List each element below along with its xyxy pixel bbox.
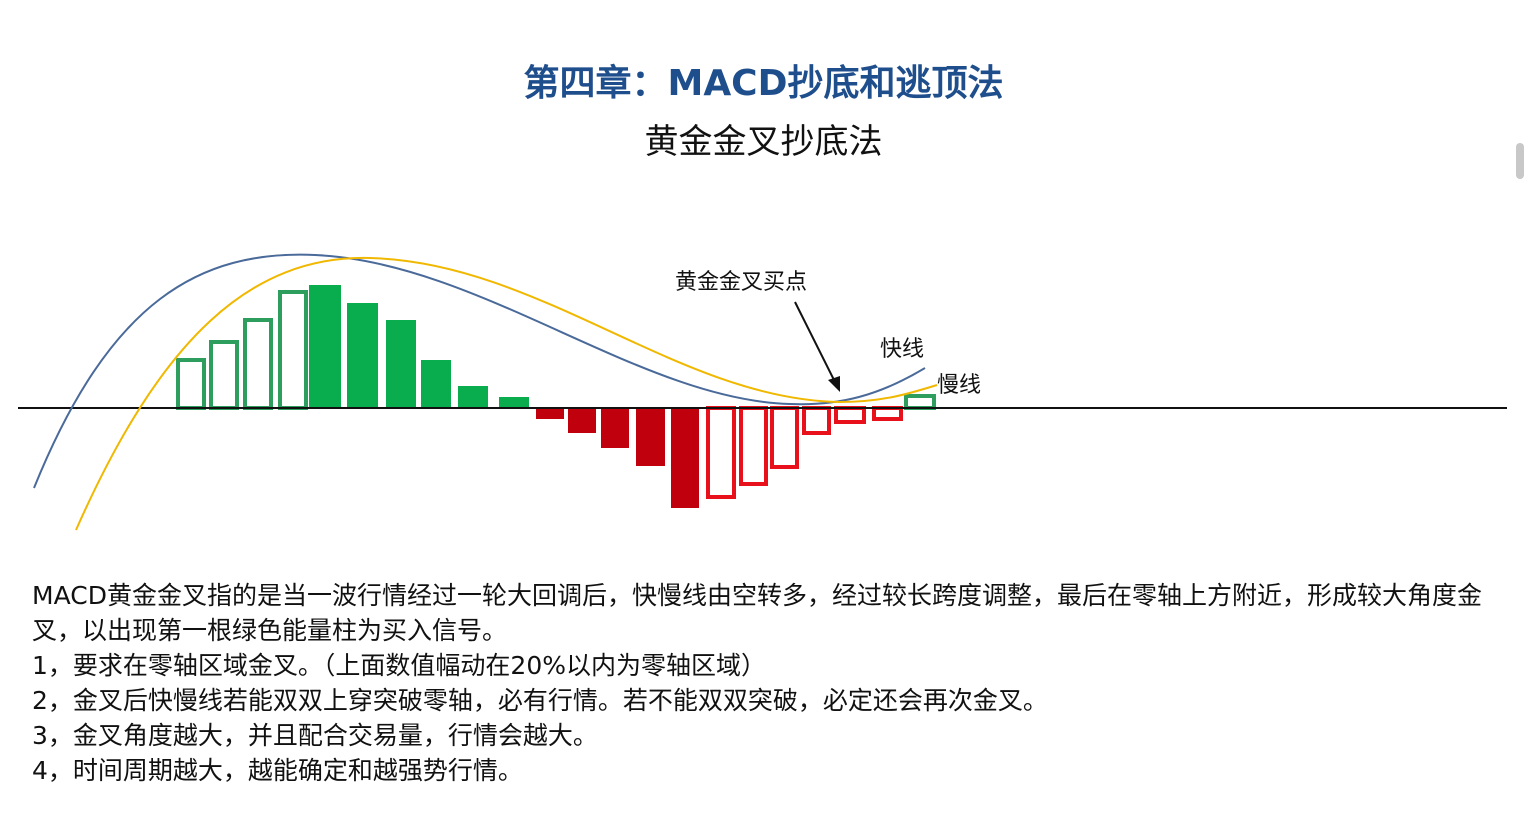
arrow	[794, 301, 837, 385]
bar	[770, 406, 799, 469]
arrow-head	[828, 376, 840, 392]
title: 第四章：MACD抄底和逃顶法	[523, 63, 1004, 104]
subtitle: 黄金金叉抄底法	[644, 122, 883, 162]
bar	[243, 318, 273, 410]
bar	[706, 406, 736, 499]
list-item: 1，要求在零轴区域金叉。（上面数值幅动在20%以内为零轴区域）	[32, 651, 766, 680]
bar	[347, 303, 378, 408]
bar	[872, 406, 903, 421]
annotation: 快线	[880, 337, 924, 362]
bar	[536, 408, 564, 419]
bar	[499, 397, 529, 408]
bar	[209, 340, 239, 410]
histogram	[176, 285, 936, 508]
slow-line	[75, 256, 938, 531]
bar	[278, 290, 308, 410]
bar	[176, 358, 206, 410]
body-text: MACD黄金金叉指的是当一波行情经过一轮大回调后，快慢线由空转多，经过较长跨度调…	[32, 578, 1502, 788]
bar	[568, 408, 596, 433]
annotation: 慢线	[937, 373, 981, 398]
list-item: 2，金叉后快慢线若能双双上穿突破零轴，必有行情。若不能双双突破，必定还会再次金叉…	[32, 686, 1048, 715]
fast-line	[33, 253, 926, 489]
bar	[386, 320, 416, 408]
macd-diagram: 黄金金叉买点 快线 慢线	[18, 253, 1507, 531]
bar	[421, 360, 451, 408]
bar	[671, 408, 699, 508]
bar	[458, 386, 488, 408]
bar	[309, 285, 341, 408]
bar	[802, 406, 831, 435]
annotation: 黄金金叉买点	[675, 270, 807, 295]
scrollbar[interactable]	[1516, 143, 1524, 179]
bar	[834, 406, 866, 424]
bar	[636, 408, 665, 466]
bar	[601, 408, 629, 448]
bar	[739, 406, 768, 486]
list-item: 3，金叉角度越大，并且配合交易量，行情会越大。	[32, 721, 598, 750]
bar	[904, 394, 936, 410]
paragraph: MACD黄金金叉指的是当一波行情经过一轮大回调后，快慢线由空转多，经过较长跨度调…	[32, 581, 1482, 645]
list-item: 4，时间周期越大，越能确定和越强势行情。	[32, 756, 523, 785]
